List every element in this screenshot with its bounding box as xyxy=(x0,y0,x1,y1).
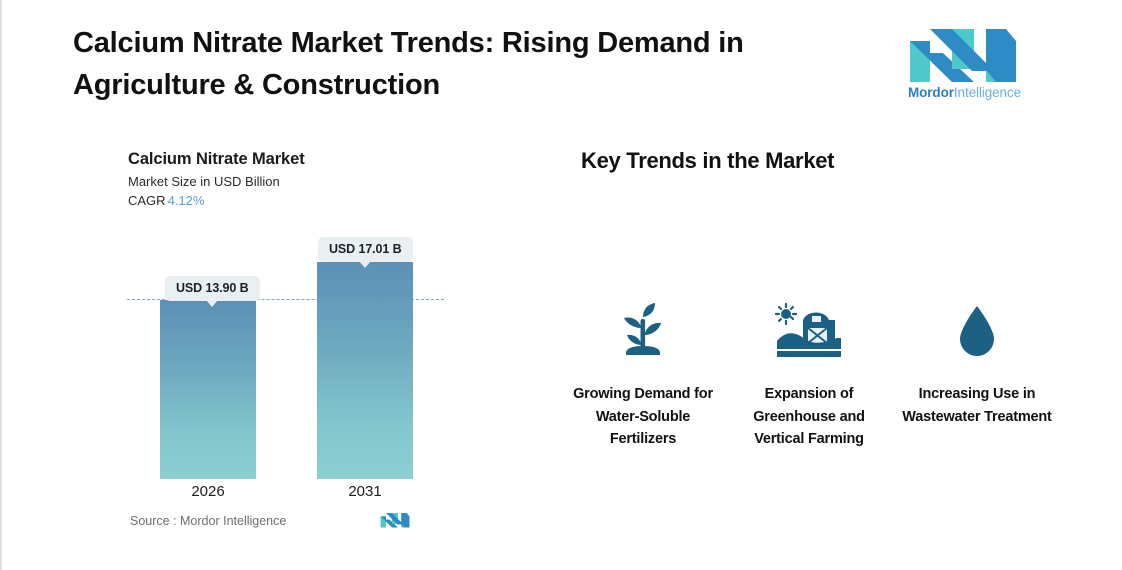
source-mordor-m-logo-icon xyxy=(380,513,410,528)
plant-seedling-icon xyxy=(563,295,723,361)
chart-title: Calcium Nitrate Market xyxy=(128,150,305,168)
brand-wordmark: MordorIntelligence xyxy=(902,85,1027,100)
x-axis-label-2031: 2031 xyxy=(348,483,382,500)
trend-item-2: Increasing Use in Wastewater Treatment xyxy=(897,295,1057,428)
cagr-label: CAGR xyxy=(128,193,166,208)
reference-line xyxy=(127,299,444,300)
cagr-value: 4.12% xyxy=(167,193,205,208)
mordor-m-logo-icon xyxy=(910,29,1016,82)
chart-subtitle: Market Size in USD Billion xyxy=(128,174,280,189)
brand-name-light: Intelligence xyxy=(953,85,1021,100)
bar-value-label-2031: USD 17.01 B xyxy=(318,237,413,268)
water-droplet-icon xyxy=(897,295,1057,361)
brand-name-bold: Mordor xyxy=(907,85,954,100)
barn-farm-sun-icon xyxy=(729,295,889,361)
x-axis-label-2026: 2026 xyxy=(191,483,225,500)
bar-value-label-2026: USD 13.90 B xyxy=(165,276,260,307)
trend-item-1: Expansion of Greenhouse and Vertical Far… xyxy=(729,295,889,451)
bar-2026 xyxy=(160,300,256,479)
page-title: Calcium Nitrate Market Trends: Rising De… xyxy=(73,27,744,101)
trend-item-0: Growing Demand for Water-Soluble Fertili… xyxy=(563,295,723,451)
trend-label-2: Increasing Use in Wastewater Treatment xyxy=(902,386,1052,425)
brand-logo: MordorIntelligence xyxy=(902,27,1027,109)
chart-panel: Calcium Nitrate Market Market Size in US… xyxy=(2,0,562,570)
key-trends-heading: Key Trends in the Market xyxy=(581,148,835,173)
bar-2031 xyxy=(317,262,413,479)
trend-label-0: Growing Demand for Water-Soluble Fertili… xyxy=(573,386,713,447)
key-trends-panel: Key Trends in the Market xyxy=(562,0,1122,570)
trend-label-1: Expansion of Greenhouse and Vertical Far… xyxy=(753,386,865,447)
source-label: Source : Mordor Intelligence xyxy=(130,514,287,528)
chart-cagr: CAGR 4.12% xyxy=(128,193,204,208)
